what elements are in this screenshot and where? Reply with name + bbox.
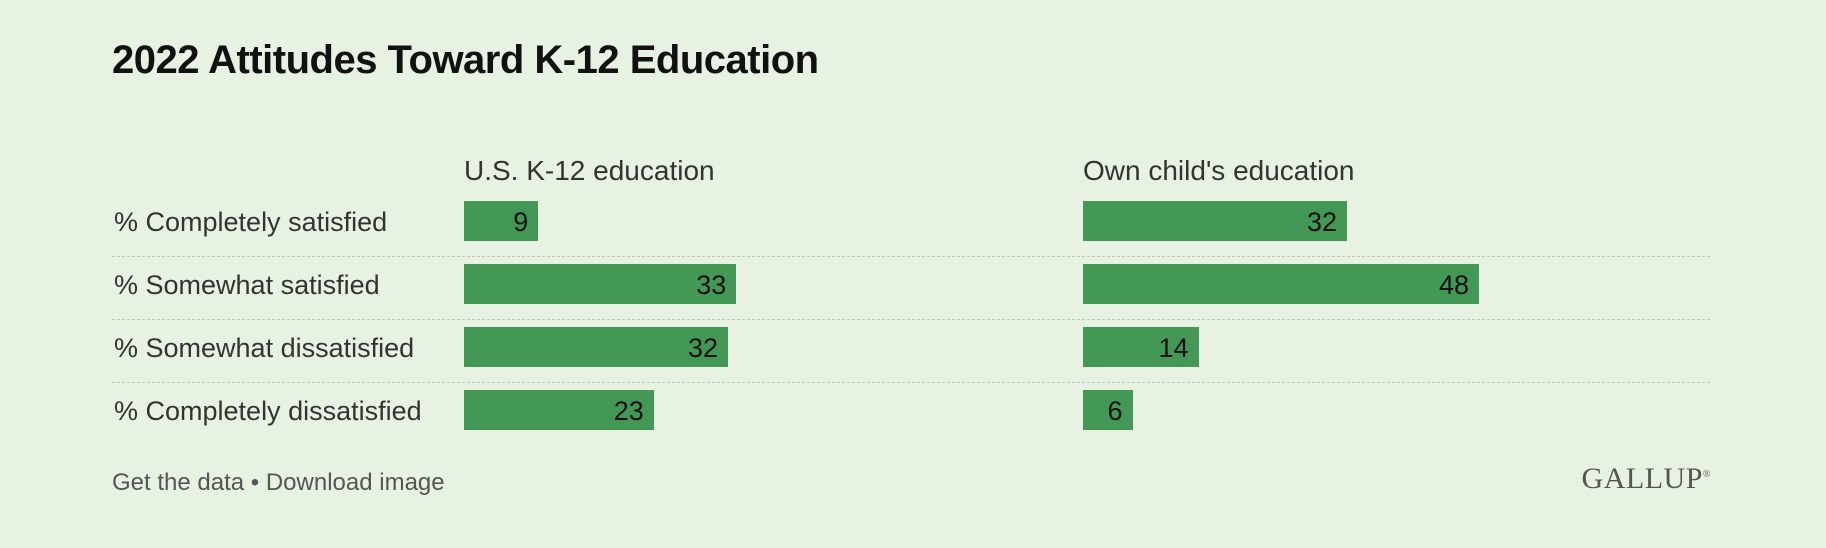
category-label: % Somewhat satisfied <box>114 270 380 300</box>
bar-0-1 <box>464 264 737 304</box>
column-header-1: Own child's education <box>1083 155 1355 186</box>
gallup-logo: GALLUP® <box>1582 462 1711 496</box>
category-label: % Completely satisfied <box>114 207 388 237</box>
bar-0-3 <box>464 390 654 430</box>
category-label: % Somewhat dissatisfied <box>114 333 415 363</box>
get-data-link[interactable]: Get the data <box>112 469 245 496</box>
bar-1-2 <box>1083 327 1199 367</box>
bar-1-0 <box>1083 201 1347 241</box>
bar-value-label: 6 <box>1107 396 1123 426</box>
chart-row: % Completely satisfied 9 32 <box>112 193 1710 257</box>
category-label: % Completely dissatisfied <box>114 396 422 426</box>
download-image-link[interactable]: Download image <box>265 469 445 496</box>
bar-value-label: 48 <box>1438 270 1469 300</box>
footer-separator: • <box>250 469 260 496</box>
chart-row: % Completely dissatisfied 23 6 <box>112 382 1710 445</box>
gallup-logo-text: GALLUP <box>1581 462 1703 495</box>
bar-value-label: 9 <box>513 207 529 237</box>
bar-value-label: 14 <box>1158 333 1189 363</box>
bar-value-label: 32 <box>1306 207 1337 237</box>
bar-value-label: 23 <box>613 396 644 426</box>
bar-0-0 <box>464 201 539 241</box>
column-header-0: U.S. K-12 education <box>464 155 715 186</box>
chart-row: % Somewhat satisfied 33 48 <box>112 256 1710 320</box>
bar-value-label: 33 <box>696 270 727 300</box>
footer-links: Get the data • Download image <box>112 469 445 497</box>
registered-mark: ® <box>1702 469 1711 480</box>
chart-title: 2022 Attitudes Toward K-12 Education <box>112 38 819 82</box>
bar-value-label: 32 <box>687 333 718 363</box>
bar-0-2 <box>464 327 728 367</box>
bar-1-3 <box>1083 390 1133 430</box>
bar-1-1 <box>1083 264 1479 304</box>
chart-row: % Somewhat dissatisfied 32 14 <box>112 319 1710 383</box>
